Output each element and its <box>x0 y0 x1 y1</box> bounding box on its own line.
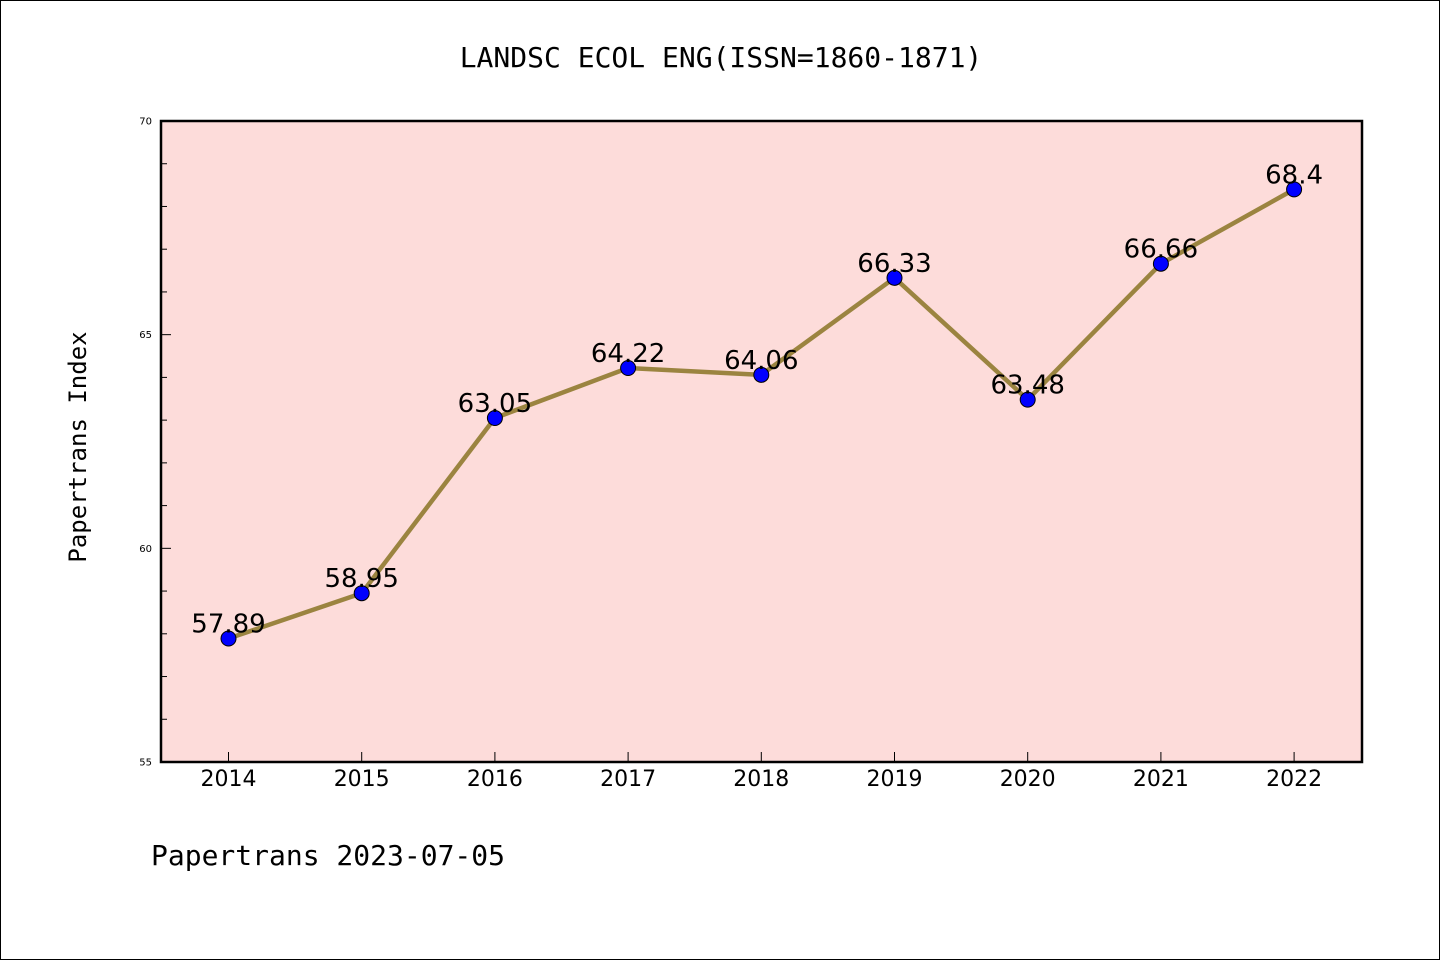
data-point <box>1286 181 1303 198</box>
data-point <box>220 630 237 647</box>
data-point <box>486 409 503 426</box>
data-label: 64.06 <box>724 346 798 376</box>
x-tick-label: 2021 <box>1133 767 1189 792</box>
x-tick-label: 2016 <box>467 767 523 792</box>
y-axis-label: Papertrans Index <box>64 331 92 562</box>
data-point <box>620 359 637 376</box>
data-label: 64.22 <box>591 339 665 369</box>
data-point <box>353 585 370 602</box>
x-tick-label: 2014 <box>201 767 257 792</box>
x-tick-label: 2022 <box>1266 767 1322 792</box>
y-tick-label: 70 <box>139 117 152 128</box>
data-label: 63.05 <box>458 389 532 419</box>
data-point <box>1152 255 1169 272</box>
y-tick-label: 65 <box>139 330 152 341</box>
data-label: 63.48 <box>990 371 1064 401</box>
data-label: 58.95 <box>324 564 398 594</box>
footer-date: Papertrans 2023-07-05 <box>151 839 505 872</box>
x-tick-label: 2015 <box>334 767 390 792</box>
x-axis-ticks: 2014 2015 2016 2017 2018 2019 2020 2021 2022 <box>201 752 1322 792</box>
data-label: 68.4 <box>1265 160 1323 190</box>
y-tick-label: 60 <box>139 544 152 555</box>
data-label: 57.89 <box>191 610 265 640</box>
plot-border <box>159 119 1364 764</box>
data-label: 66.33 <box>857 249 931 279</box>
data-point <box>886 269 903 286</box>
x-tick-label: 2017 <box>600 767 656 792</box>
x-tick-label: 2019 <box>867 767 923 792</box>
data-label: 66.66 <box>1124 235 1198 265</box>
series-layer: 57.89 58.95 63.05 64.22 64.06 66.33 63.48 66.66… <box>191 160 1323 647</box>
x-tick-label: 2018 <box>733 767 789 792</box>
y-tick-label: 55 <box>139 758 152 769</box>
plot-area <box>161 121 1362 762</box>
chart-title: LANDSC ECOL ENG(ISSN=1860-1871) <box>460 41 983 74</box>
x-tick-label: 2020 <box>1000 767 1056 792</box>
data-point <box>1019 391 1036 408</box>
data-point <box>753 366 770 383</box>
